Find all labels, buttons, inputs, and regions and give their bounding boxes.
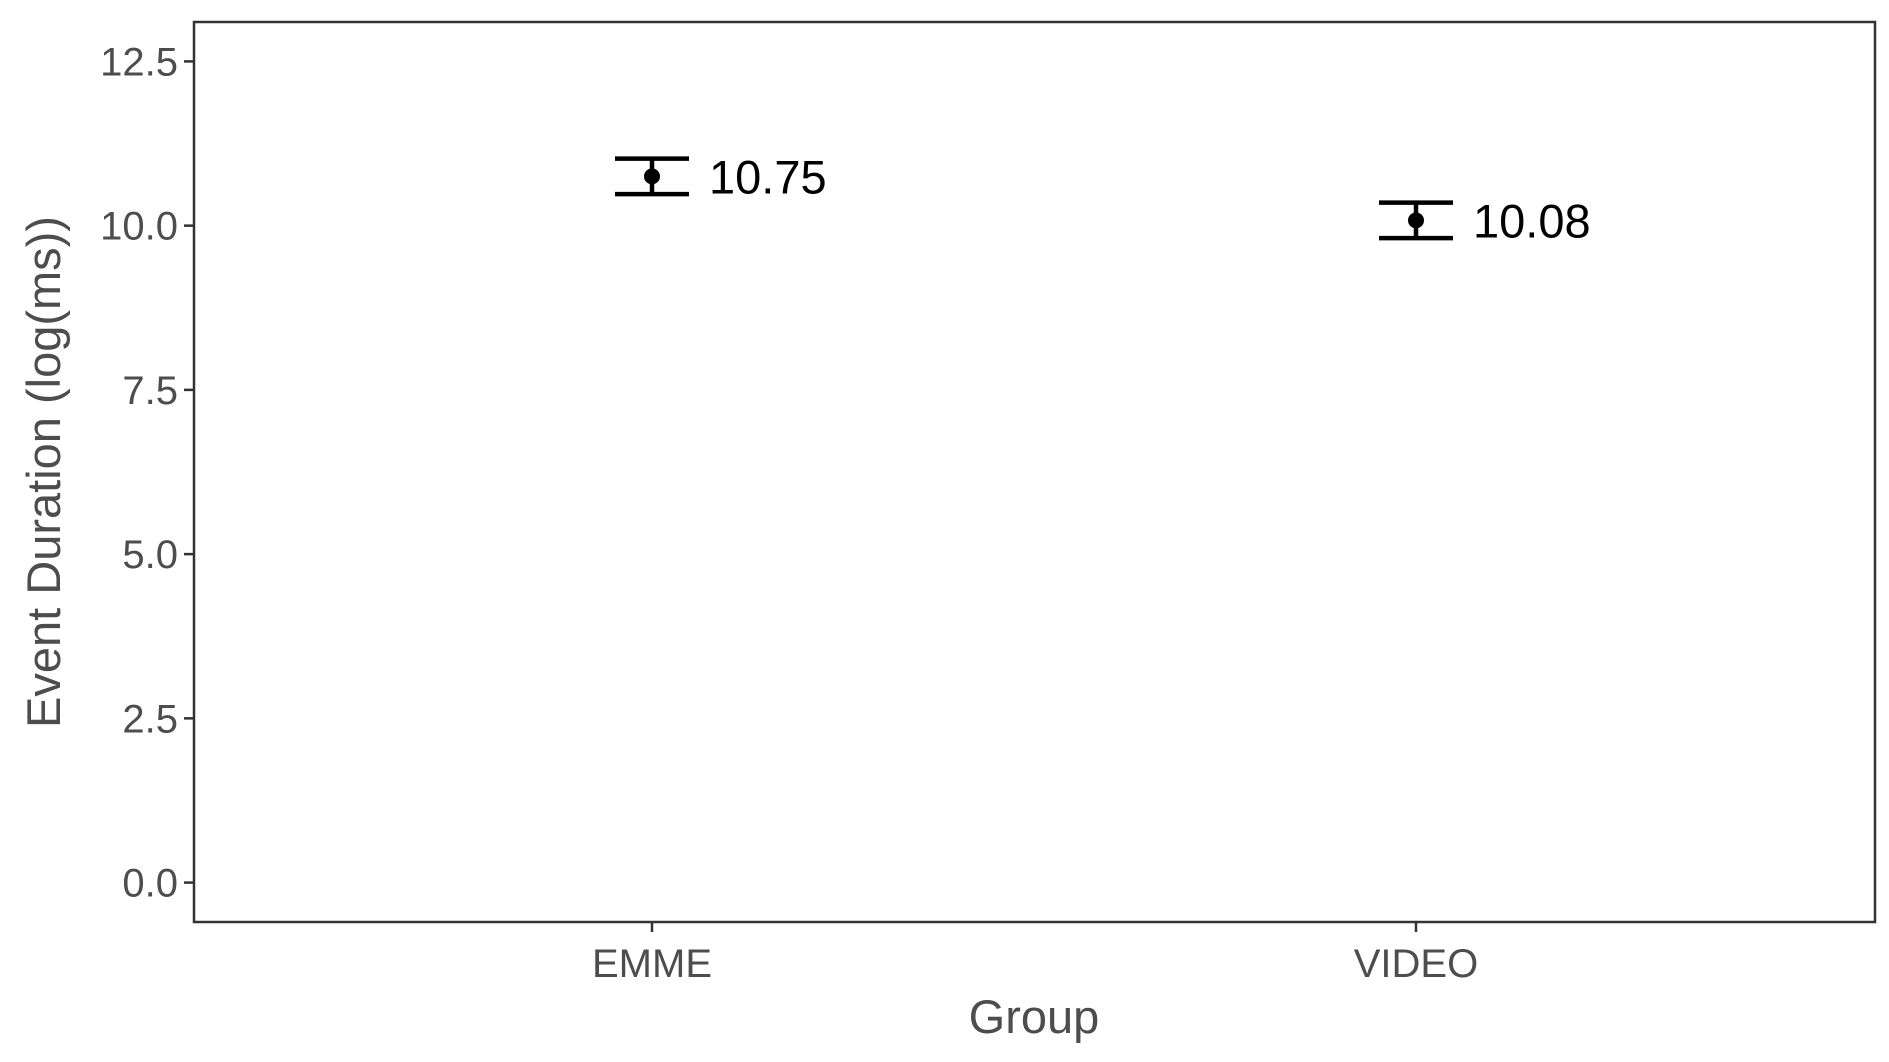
y-tick-label: 2.5 [122,697,178,741]
error-bar-group: 10.08 [1379,194,1591,247]
data-marks: 10.75 10.08 [615,150,1591,247]
y-tick-label: 7.5 [122,369,178,413]
data-point [644,168,660,185]
x-tick-label: EMME [592,942,712,986]
y-tick-label: 5.0 [122,533,178,577]
error-bar-group: 10.75 [615,150,827,203]
plot-panel-border [192,20,1877,924]
y-tick-label: 0.0 [122,862,178,906]
y-axis-title: Event Duration (log(ms)) [17,216,70,728]
y-tick-label: 12.5 [100,40,178,84]
x-axis-title: Group [969,990,1100,1043]
data-label: 10.08 [1473,194,1591,247]
data-point [1408,212,1424,229]
y-tick-label: 10.0 [100,205,178,249]
data-label: 10.75 [709,150,827,203]
x-axis: EMME VIDEO [592,922,1478,986]
y-axis: 0.0 2.5 5.0 7.5 10.0 12.5 [100,40,194,906]
x-tick-label: VIDEO [1354,942,1478,986]
